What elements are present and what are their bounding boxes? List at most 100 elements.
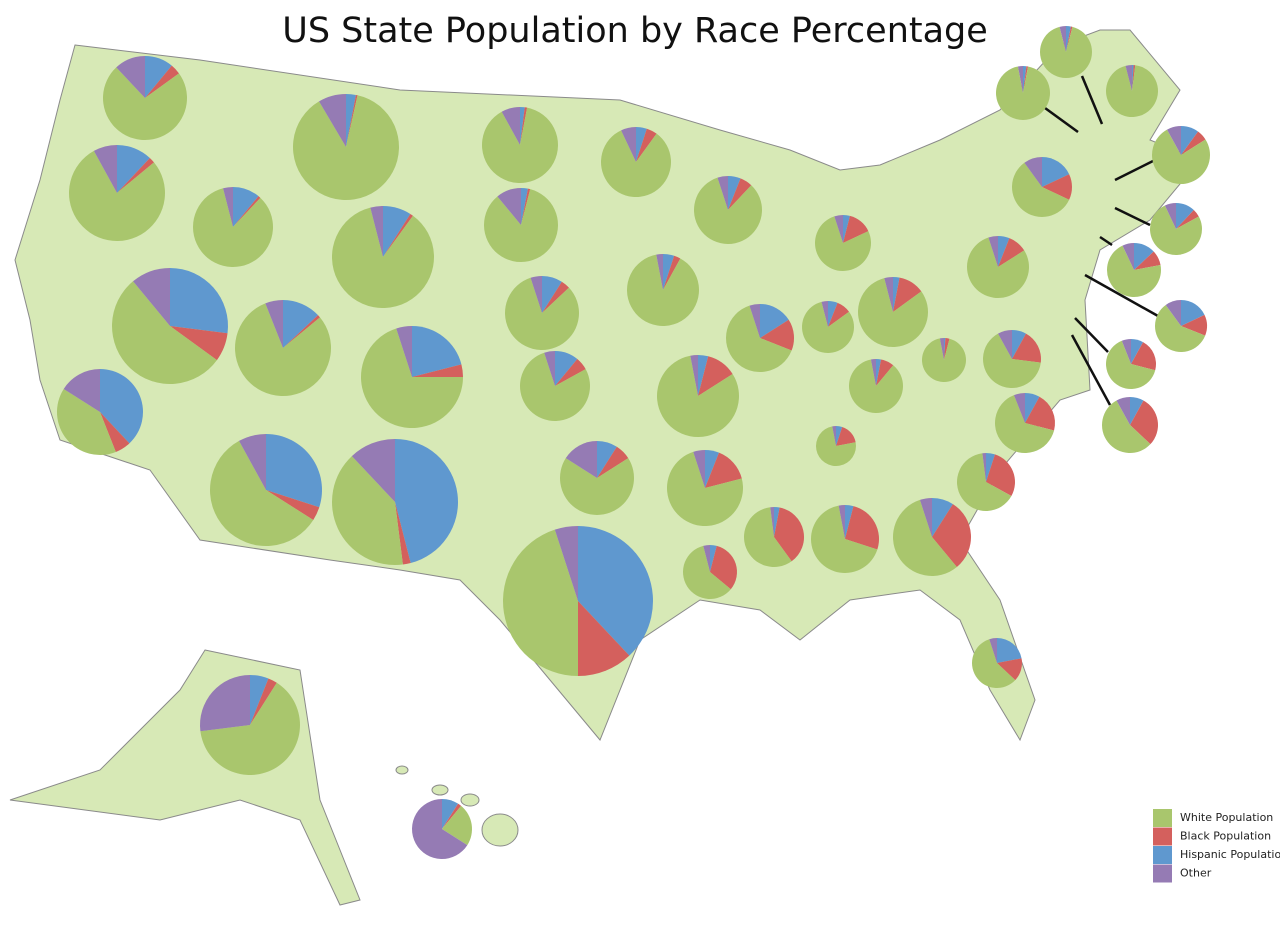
pie	[520, 351, 590, 421]
pie	[996, 66, 1050, 120]
pie-slice	[774, 507, 780, 537]
pie	[726, 304, 795, 373]
pie-slice	[922, 338, 967, 382]
pie	[1152, 126, 1210, 185]
pie	[656, 354, 739, 438]
pie	[601, 127, 671, 197]
pie-slice	[770, 507, 774, 537]
pie-slice	[63, 369, 100, 412]
pie-slice	[346, 94, 358, 147]
pie-slice	[858, 278, 928, 347]
pie-slice	[1181, 131, 1206, 155]
pie	[967, 236, 1029, 298]
pie-slice	[717, 176, 728, 210]
pie-slice	[520, 107, 528, 145]
legend-swatch	[1153, 864, 1172, 883]
pie-slice	[565, 441, 597, 478]
pie-slice	[601, 130, 671, 197]
pie-slice	[503, 529, 578, 676]
pie	[1107, 243, 1161, 297]
legend-swatch	[1153, 827, 1172, 846]
pie	[112, 268, 228, 384]
pie-slice	[555, 351, 578, 386]
pie	[1149, 203, 1202, 256]
leader-lines	[1044, 75, 1159, 406]
pie-slice	[442, 805, 472, 846]
pie-slice	[710, 545, 737, 590]
pie-slice	[554, 526, 578, 601]
pie-slice	[1176, 210, 1199, 229]
pie-slice	[265, 300, 283, 348]
pie	[957, 453, 1015, 511]
pie	[667, 449, 743, 527]
pie-slice	[200, 682, 301, 775]
pies	[57, 26, 1210, 859]
pie-slice	[836, 426, 856, 446]
pie	[209, 434, 322, 546]
pie-slice	[542, 276, 562, 313]
pie-slice	[481, 107, 558, 183]
pie-slice	[395, 502, 411, 565]
chart-title: US State Population by Race Percentage	[282, 11, 988, 51]
pie-slice	[636, 127, 647, 162]
pie-slice	[520, 352, 590, 421]
pie-slice	[845, 506, 879, 550]
leader-line	[1074, 317, 1109, 353]
pie-slice	[266, 490, 320, 521]
pie	[193, 187, 273, 267]
pie-slice	[209, 440, 314, 546]
pie-slice	[656, 254, 663, 290]
pie-slice	[1132, 65, 1134, 91]
pie-slice	[998, 238, 1025, 267]
pie	[816, 426, 856, 467]
pie-slice	[636, 128, 657, 162]
pie-slice	[501, 107, 520, 145]
pie-slice	[698, 354, 709, 396]
pie-slice	[843, 215, 850, 243]
pie-slice	[693, 450, 705, 488]
pie-slice	[483, 189, 558, 262]
pie-slice	[145, 65, 179, 98]
pie-slice	[1042, 174, 1072, 200]
pie-slice	[530, 276, 542, 313]
pie	[694, 176, 762, 245]
pie	[627, 254, 699, 327]
pie-slice	[1152, 129, 1210, 185]
pie-slice	[250, 675, 269, 725]
pie-slice	[145, 56, 172, 98]
pie-slice	[828, 302, 850, 327]
pie-slice	[774, 507, 804, 562]
pie	[983, 330, 1042, 388]
pie-slice	[836, 426, 843, 446]
pie	[103, 56, 187, 141]
pie-slice	[1042, 157, 1070, 187]
pie-slice	[893, 277, 922, 312]
pie-slice	[703, 545, 710, 572]
pie-slice	[1131, 342, 1156, 371]
island	[431, 784, 449, 796]
pie-slice	[1106, 65, 1159, 118]
pie-slice	[986, 453, 995, 482]
pie-slice	[100, 369, 144, 444]
pie	[971, 638, 1022, 688]
pie	[1106, 65, 1159, 118]
pie-slice	[760, 304, 789, 338]
pie-slice	[815, 216, 871, 271]
pie-slice	[542, 281, 569, 313]
pie-slice	[597, 446, 629, 478]
pie-slice	[250, 678, 277, 725]
pie-slice	[1155, 304, 1206, 352]
pie-slice	[663, 254, 675, 290]
pie-slice	[1164, 203, 1176, 229]
pie-slice	[266, 434, 322, 508]
alaska	[9, 649, 361, 906]
pie-slice	[801, 301, 855, 354]
pie-slice	[705, 449, 719, 488]
pie-slice	[994, 395, 1055, 454]
legend-label: White Population	[1180, 811, 1273, 824]
pie	[1106, 339, 1156, 389]
pie	[811, 505, 879, 573]
pie-slice	[412, 326, 462, 377]
pie-slice	[1017, 66, 1023, 93]
